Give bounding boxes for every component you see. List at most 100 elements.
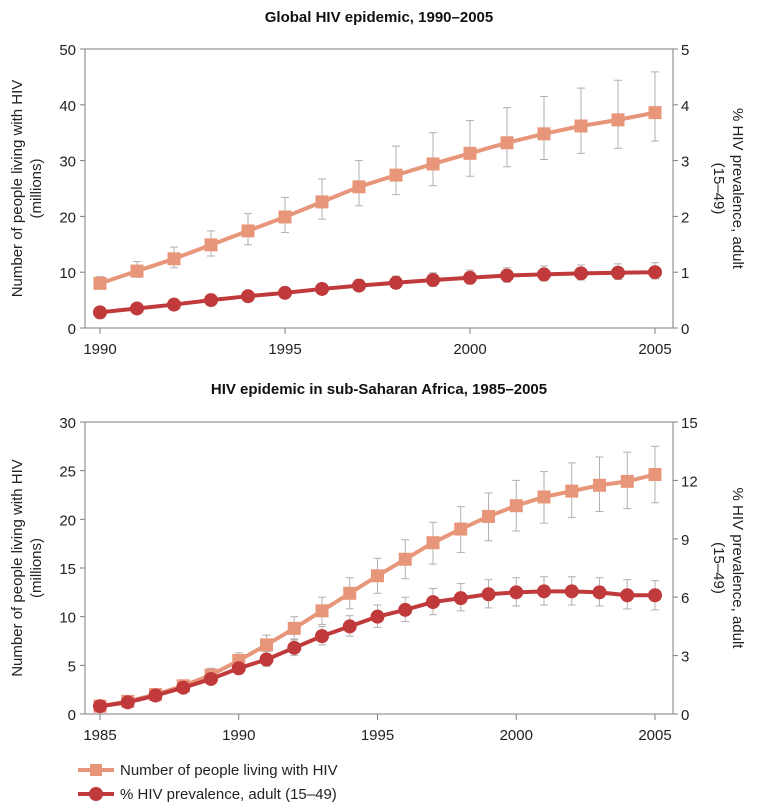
data-point-square [278,210,292,224]
chart-title: HIV epidemic in sub-Saharan Africa, 1985… [211,381,547,398]
y-tick-label: 30 [59,415,76,432]
data-point-square [426,536,440,550]
data-point-circle [342,619,357,634]
data-point-circle [130,301,144,316]
data-point-circle [453,591,468,606]
y2-axis-label-line: % HIV prevalence, adult [729,488,746,650]
plot-frame [84,421,674,715]
data-point-square [593,478,606,492]
y2-axis-label-line: % HIV prevalence, adult [729,108,746,270]
data-point-square [611,113,625,127]
y2-axis-label-line: (15–49) [710,163,727,215]
y-tick-label: 15 [59,561,76,578]
data-point-circle [648,588,662,603]
x-tick-label: 1985 [83,727,116,744]
y2-tick-label: 5 [681,42,689,59]
legend-label-people: Number of people living with HIV [120,761,338,779]
y2-tick-label: 3 [681,154,689,171]
data-point-circle [537,584,551,599]
data-point-square [371,569,384,583]
data-point-circle [93,699,107,714]
data-point-circle [352,278,366,293]
data-point-circle [611,265,625,280]
y-axis-label-line: (millions) [28,158,45,218]
y-tick-label: 25 [59,464,76,481]
legend-item-people: Number of people living with HIV [78,758,498,782]
legend-label-prevalence: % HIV prevalence, adult (15–49) [120,785,337,803]
data-point-square [398,552,412,566]
y2-axis-label: % HIV prevalence, adult(15–49) [710,108,746,270]
data-point-square [482,509,495,523]
y2-tick-label: 9 [681,532,689,549]
chart-panel-2: HIV epidemic in sub-Saharan Africa, 1985… [9,381,746,744]
series-line [99,110,656,286]
data-point-circle [426,595,440,610]
data-point-square [315,195,329,209]
series-2-prevalence [93,576,662,714]
y2-tick-label: 2 [681,209,689,226]
data-point-square [574,119,588,133]
y-tick-label: 10 [59,265,76,282]
data-point-square [648,106,662,120]
x-tick-label: 2000 [453,341,486,358]
data-point-circle [620,588,635,603]
x-tick-label: 2000 [500,727,533,744]
data-point-square [167,252,181,266]
data-point-circle [259,652,274,667]
legend-item-prevalence: % HIV prevalence, adult (15–49) [78,782,498,806]
data-point-circle [148,688,163,703]
data-point-circle [537,267,551,282]
data-point-circle [509,585,524,600]
y2-axis-label: % HIV prevalence, adult(15–49) [710,488,746,650]
y-tick-label: 30 [59,154,76,171]
chart-title: Global HIV epidemic, 1990–2005 [265,9,493,26]
data-point-circle [315,629,329,644]
y-axis-label-line: Number of people living with HIV [9,80,26,298]
data-point-square [241,224,255,238]
data-point-square [315,604,329,618]
data-point-circle [315,281,329,296]
y-axis-label: Number of people living with HIV (million… [9,80,45,298]
legend-swatch-square-icon [78,762,114,778]
data-point-circle [389,275,403,290]
data-point-circle [167,297,181,312]
y-tick-label: 20 [59,209,76,226]
data-point-square [352,180,366,194]
y-tick-label: 0 [68,707,76,724]
y2-tick-label: 15 [681,415,698,432]
data-point-square [537,127,551,141]
x-tick-label: 1990 [222,727,255,744]
data-point-square [500,136,514,150]
data-point-square [537,490,551,504]
y-tick-label: 0 [68,321,76,338]
data-point-circle [120,695,135,710]
data-point-circle [204,671,218,686]
data-point-circle [426,273,440,288]
data-point-circle [278,285,292,300]
data-point-circle [231,661,246,676]
data-point-square [389,168,403,182]
series-1-people [93,71,662,290]
y2-tick-label: 0 [681,707,689,724]
data-point-square [648,468,662,482]
x-tick-label: 2005 [638,341,671,358]
y-axis-label: Number of people living with HIV (million… [9,459,45,677]
data-point-circle [481,587,496,602]
data-point-circle [370,609,385,624]
data-point-square [204,238,218,252]
x-tick-label: 1995 [268,341,301,358]
series-1-people [93,445,662,713]
data-point-circle [574,266,588,281]
series-line [99,270,656,315]
data-point-square [287,621,301,635]
x-tick-label: 1990 [83,341,116,358]
y2-tick-label: 1 [681,265,689,282]
plot-frame [84,48,674,329]
data-point-circle [241,289,255,304]
y2-tick-label: 12 [681,473,698,490]
data-point-square [260,638,273,652]
y2-tick-label: 6 [681,590,689,607]
series-2-prevalence [93,262,662,320]
